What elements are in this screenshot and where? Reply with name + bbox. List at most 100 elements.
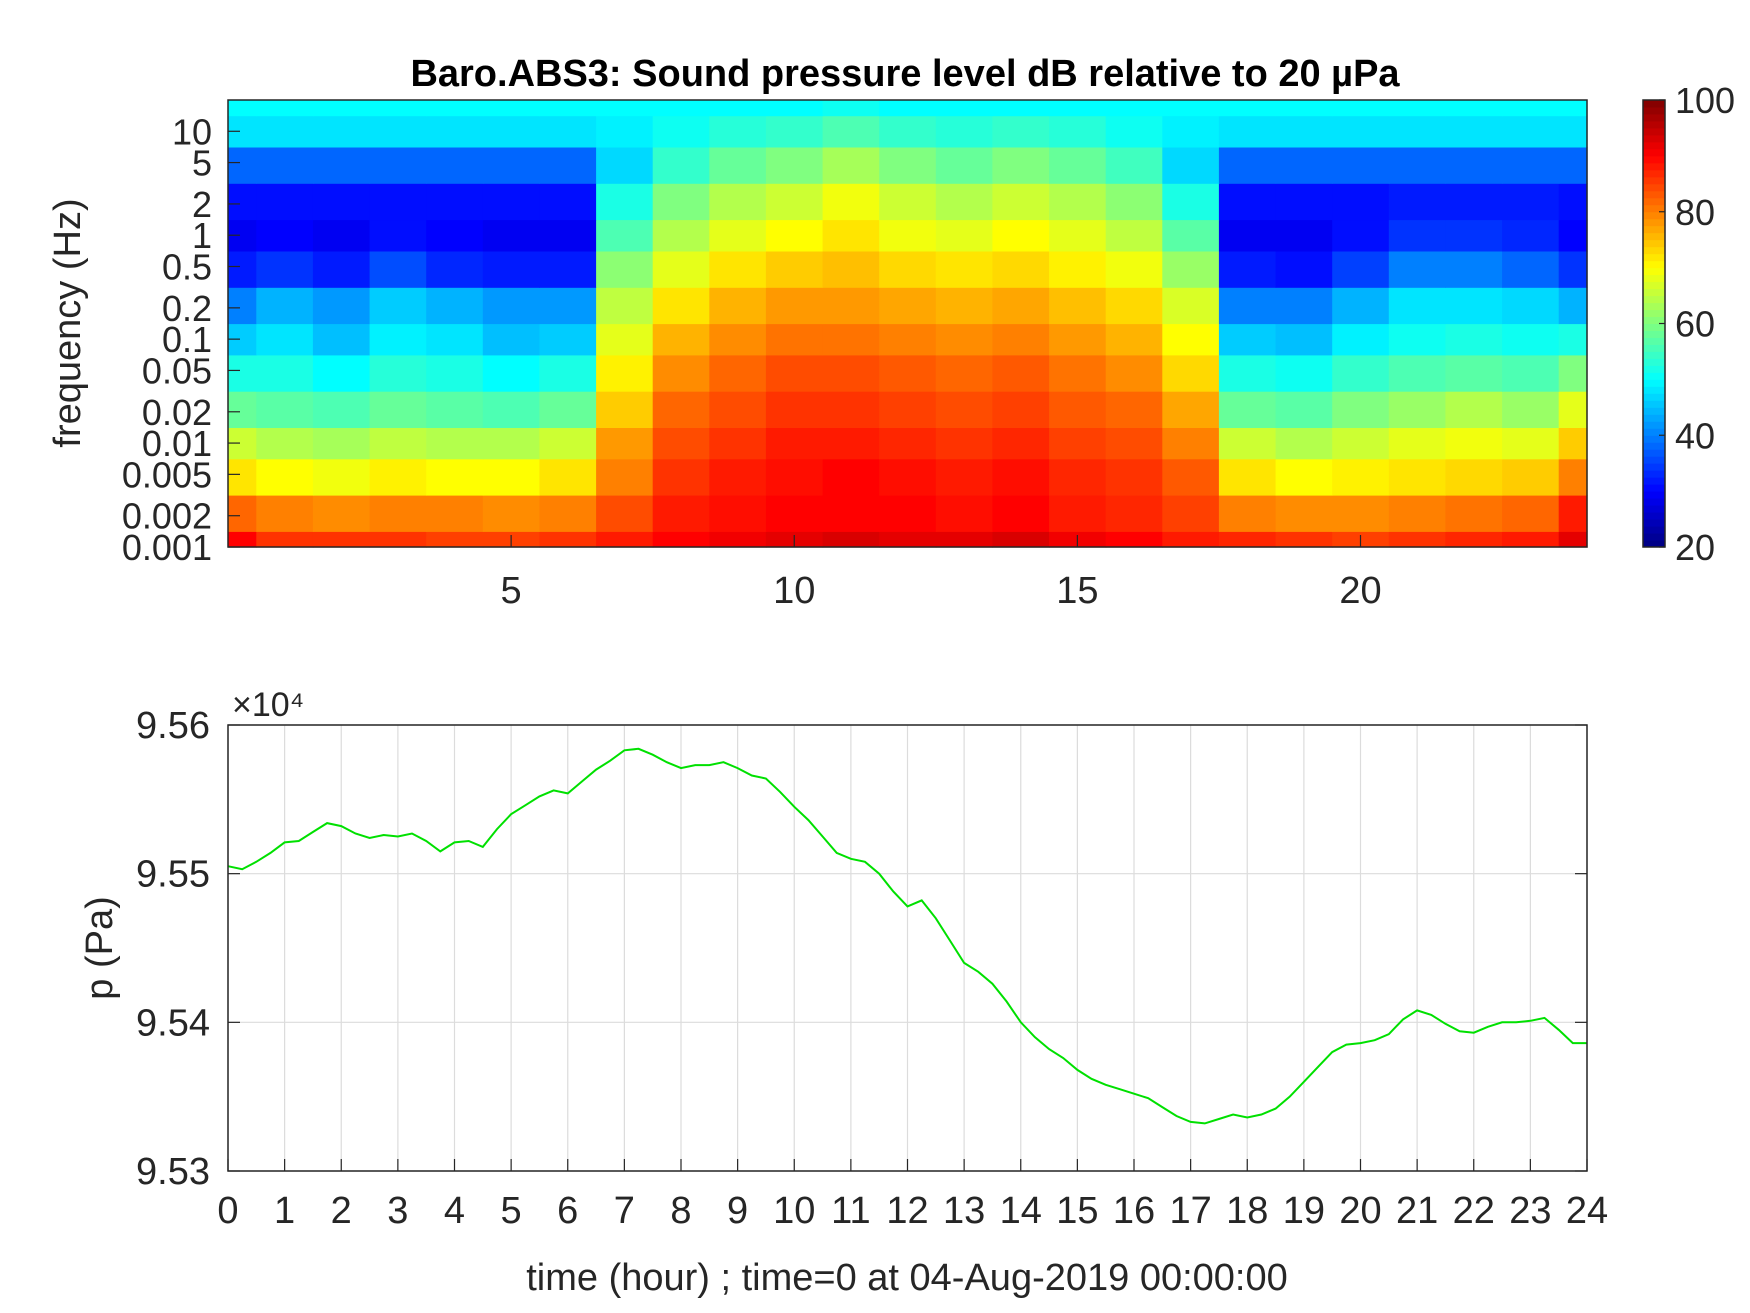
heatmap-cell bbox=[426, 354, 484, 392]
heatmap-cell bbox=[822, 354, 880, 392]
heatmap-cell bbox=[369, 323, 427, 356]
colorbar-segment bbox=[1643, 232, 1665, 241]
pressure-x-tick-label: 3 bbox=[387, 1190, 408, 1232]
heatmap-cell bbox=[482, 146, 540, 184]
colorbar-segment bbox=[1643, 428, 1665, 436]
heatmap-cell bbox=[369, 219, 427, 252]
heatmap-cell bbox=[369, 100, 427, 117]
colorbar-segment bbox=[1643, 330, 1665, 338]
heatmap-cell bbox=[539, 146, 597, 184]
heatmap-cell bbox=[1332, 458, 1390, 496]
heatmap-cell bbox=[992, 219, 1050, 252]
colorbar-segment bbox=[1643, 351, 1665, 359]
colorbar-segment bbox=[1643, 540, 1665, 548]
colorbar-segment bbox=[1643, 218, 1665, 227]
heatmap-cell bbox=[1049, 323, 1107, 356]
heatmap-cell bbox=[1388, 183, 1446, 221]
colorbar-segment bbox=[1643, 302, 1665, 311]
heatmap-cell bbox=[596, 354, 654, 392]
heatmap-cell bbox=[1218, 354, 1277, 392]
heatmap-cell bbox=[1049, 287, 1107, 325]
heatmap-cell bbox=[652, 250, 710, 288]
heatmap-cell bbox=[1162, 219, 1220, 252]
heatmap-cell bbox=[1445, 391, 1503, 428]
heatmap-cell bbox=[822, 391, 880, 428]
heatmap-cell bbox=[256, 100, 314, 117]
heatmap-cell bbox=[1218, 495, 1277, 532]
heatmap-cell bbox=[709, 219, 767, 252]
heatmap-cell bbox=[596, 458, 654, 496]
heatmap-cell bbox=[256, 219, 314, 252]
pressure-y-tick-label: 9.53 bbox=[136, 1151, 210, 1193]
heatmap-cell bbox=[1558, 458, 1588, 496]
heatmap-cell bbox=[1049, 458, 1107, 496]
heatmap-cell bbox=[1105, 531, 1163, 548]
heatmap-cell bbox=[879, 354, 937, 392]
pressure-x-tick-label: 4 bbox=[444, 1190, 465, 1232]
heatmap-cell bbox=[709, 531, 767, 548]
heatmap-cell bbox=[935, 354, 993, 392]
colorbar-segment bbox=[1643, 190, 1665, 199]
heatmap-cell bbox=[1105, 115, 1163, 148]
heatmap-cell bbox=[1502, 354, 1560, 392]
spectrogram-y-tick-label: 0.2 bbox=[162, 288, 212, 329]
heatmap-cell bbox=[1275, 146, 1333, 184]
heatmap-cell bbox=[1502, 250, 1560, 288]
heatmap-cell bbox=[765, 115, 824, 148]
colorbar-segment bbox=[1643, 337, 1665, 345]
heatmap-cell bbox=[1558, 323, 1588, 356]
colorbar-segment bbox=[1643, 155, 1665, 164]
heatmap-cell bbox=[482, 250, 540, 288]
heatmap-cell bbox=[1332, 183, 1390, 221]
heatmap-cell bbox=[1162, 115, 1220, 148]
heatmap-cell bbox=[312, 495, 371, 532]
colorbar-segment bbox=[1643, 400, 1665, 408]
heatmap-cell bbox=[1558, 100, 1588, 117]
heatmap-cell bbox=[822, 458, 880, 496]
heatmap-cell bbox=[482, 427, 540, 460]
heatmap-cell bbox=[1388, 250, 1446, 288]
colorbar-tick-label: 60 bbox=[1675, 304, 1715, 345]
heatmap-cell bbox=[1502, 495, 1560, 532]
heatmap-cell bbox=[256, 183, 314, 221]
heatmap-cell bbox=[1388, 354, 1446, 392]
heatmap-cell bbox=[652, 287, 710, 325]
spectrogram-x-tick-label: 20 bbox=[1339, 570, 1381, 612]
heatmap-cell bbox=[879, 427, 937, 460]
heatmap-cell bbox=[1105, 354, 1163, 392]
heatmap-cell bbox=[482, 115, 540, 148]
heatmap-cell bbox=[1105, 458, 1163, 496]
heatmap-cell bbox=[228, 495, 257, 532]
heatmap-cell bbox=[539, 250, 597, 288]
heatmap-cell bbox=[879, 458, 937, 496]
heatmap-cell bbox=[822, 100, 880, 117]
heatmap-cell bbox=[426, 183, 484, 221]
heatmap-cell bbox=[1162, 531, 1220, 548]
heatmap-cell bbox=[1388, 458, 1446, 496]
colorbar-segment bbox=[1643, 372, 1665, 380]
heatmap-cell bbox=[596, 115, 654, 148]
heatmap-cell bbox=[1445, 146, 1503, 184]
heatmap-cell bbox=[1162, 287, 1220, 325]
heatmap-cell bbox=[596, 495, 654, 532]
heatmap-cell bbox=[1388, 323, 1446, 356]
colorbar-segment bbox=[1643, 162, 1665, 171]
heatmap-cell bbox=[228, 250, 257, 288]
heatmap-cell bbox=[1388, 427, 1446, 460]
pressure-grid bbox=[227, 724, 1588, 1172]
y-exponent-label: ×10⁴ bbox=[232, 686, 304, 724]
heatmap-cell bbox=[1502, 323, 1560, 356]
colorbar-segment bbox=[1643, 316, 1665, 324]
colorbar-segment bbox=[1643, 386, 1665, 394]
heatmap-cell bbox=[1049, 250, 1107, 288]
colorbar-segment bbox=[1643, 113, 1665, 122]
heatmap-cell bbox=[369, 531, 427, 548]
heatmap-cell bbox=[1105, 250, 1163, 288]
heatmap-cell bbox=[1275, 100, 1333, 117]
heatmap-cell bbox=[539, 427, 597, 460]
colorbar-segment bbox=[1643, 295, 1665, 304]
spectrogram-y-tick-label: 1 bbox=[192, 215, 212, 256]
heatmap-cell bbox=[539, 287, 597, 325]
heatmap-cell bbox=[1105, 495, 1163, 532]
heatmap-cell bbox=[1558, 183, 1588, 221]
